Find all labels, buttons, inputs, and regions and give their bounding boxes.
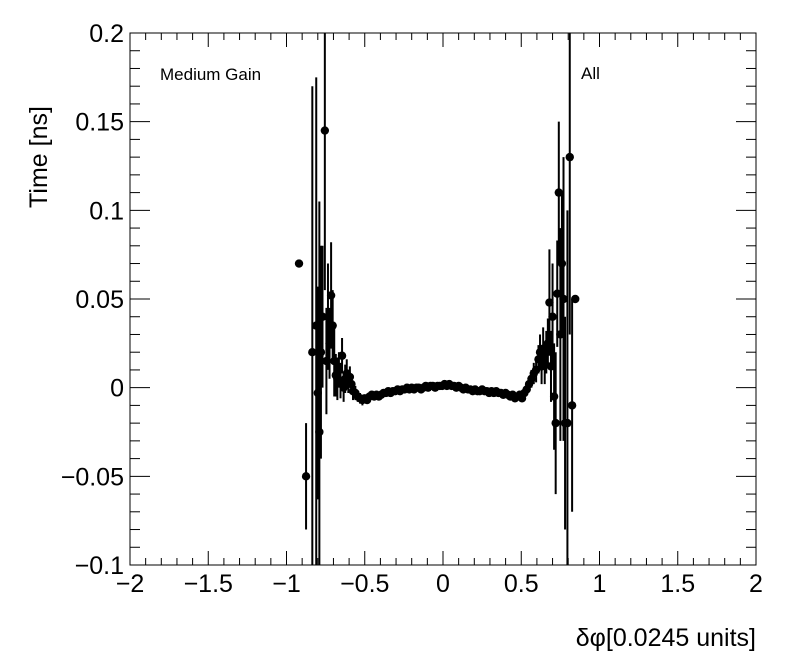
axis-ticks [129, 32, 757, 566]
point-marker [571, 294, 580, 304]
data-point [551, 352, 560, 495]
point-marker [567, 401, 577, 410]
data-point [548, 263, 557, 370]
y-axis-title: Time [ns] [25, 106, 53, 208]
data-point [337, 338, 347, 374]
y-tick-label: 0.15 [75, 109, 124, 137]
point-marker [548, 312, 557, 321]
x-tick-label: −1.5 [184, 570, 233, 598]
x-tick-label: 1 [593, 570, 607, 598]
data-point [294, 259, 304, 268]
x-tick-label: −1 [272, 570, 301, 598]
point-marker [315, 427, 324, 437]
point-marker [563, 418, 572, 428]
y-tick-label: 0.05 [75, 286, 124, 314]
point-marker [565, 152, 574, 162]
x-tick-label: −2 [116, 570, 145, 598]
data-point [567, 299, 577, 512]
point-marker [557, 259, 567, 268]
y-tick-label: 0.2 [89, 20, 124, 48]
point-marker [308, 348, 317, 357]
point-marker [549, 392, 559, 401]
data-point [554, 121, 564, 264]
point-marker [320, 126, 330, 135]
point-marker [345, 372, 355, 382]
point-marker [316, 348, 326, 357]
x-tick-label: 2 [749, 570, 763, 598]
point-marker [328, 321, 337, 330]
x-tick-label: −0.5 [340, 570, 389, 598]
x-tick-label: 0 [436, 570, 450, 598]
data-point [553, 240, 562, 347]
point-marker [294, 259, 304, 268]
data-point [301, 423, 311, 530]
point-marker [337, 351, 347, 360]
x-axis-title: δφ[0.0245 units] [576, 624, 756, 652]
point-marker [301, 472, 311, 481]
x-tick-label: 0.5 [504, 570, 539, 598]
tick-labels: −2 −1.5 −1 −0.5 0 0.5 1 1.5 2 −0.1 −0.05 0 0.05 0.1 0.… [61, 20, 763, 598]
data-point [320, 33, 330, 291]
plot-area-border [129, 32, 757, 566]
point-marker [551, 418, 560, 428]
y-tick-label: 0.1 [89, 197, 124, 225]
point-marker [553, 289, 562, 298]
y-tick-label: −0.05 [61, 463, 124, 491]
annotation-medium-gain: Medium Gain [160, 65, 261, 84]
x-tick-label: 1.5 [660, 570, 695, 598]
data-point [563, 210, 572, 565]
point-marker [326, 291, 336, 300]
data-point [571, 294, 580, 304]
y-tick-label: −0.1 [75, 552, 124, 580]
annotation-all: All [581, 64, 600, 83]
point-marker [545, 298, 554, 307]
plot-frame [129, 32, 757, 566]
data-point [545, 249, 554, 356]
point-marker [554, 188, 564, 197]
point-marker [559, 294, 568, 304]
y-tick-label: 0 [110, 375, 124, 403]
data-points [294, 33, 580, 565]
data-point [559, 157, 568, 441]
data-point [565, 33, 574, 335]
